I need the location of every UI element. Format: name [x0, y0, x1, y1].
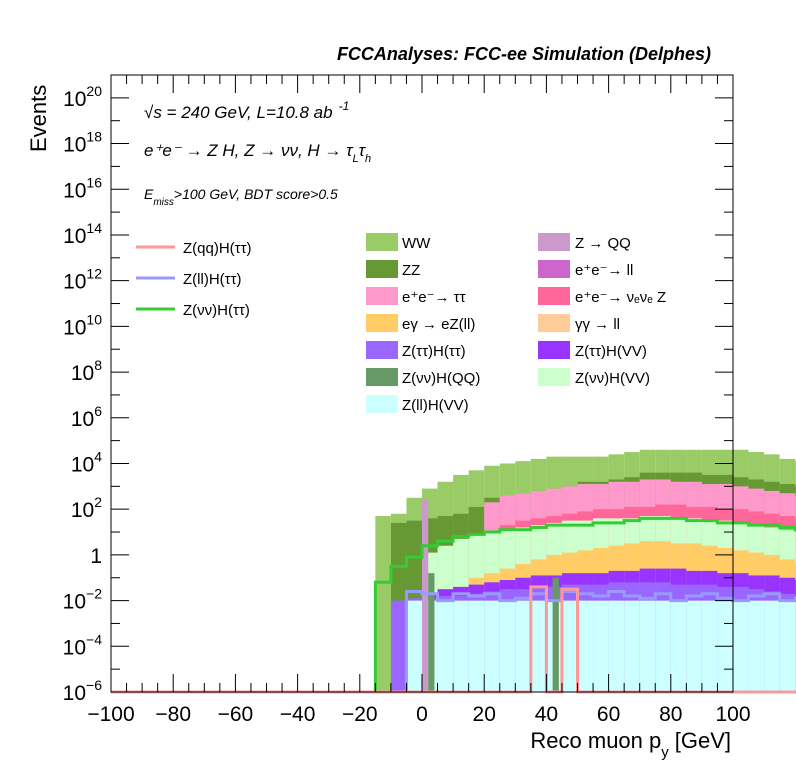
x-tick-label: −60 [218, 703, 254, 726]
x-tick-label: 60 [597, 703, 620, 726]
bar-Zll_HVV [624, 600, 640, 692]
bar-Ztautau_Htautau [390, 600, 407, 692]
bar-Zll_HVV [733, 600, 749, 692]
legend-swatch-Ztautau_HVV [538, 341, 570, 359]
legend-swatch-WW [366, 233, 398, 251]
bar-Zll_HVV [515, 600, 531, 692]
y-tick-label: 1018 [63, 129, 102, 157]
bar-WW [375, 516, 391, 692]
legend-label: WW [402, 235, 431, 252]
legend-label: Z(ll)H(ττ) [183, 271, 242, 288]
bar-Zll_HVV [484, 600, 500, 692]
x-tick-label: −80 [155, 703, 191, 726]
x-tick-label: 40 [535, 703, 558, 726]
x-axis-label: Reco muon py [GeV] [530, 728, 731, 761]
annotation-process: e⁺e⁻ → Z H, Z → νν, H → τLτh [144, 141, 371, 165]
legend-label: Z → QQ [575, 235, 631, 252]
bar-Zll_HVV [437, 600, 454, 692]
spike-Znunu_HQQ [552, 577, 559, 692]
legend-swatch-gg_ll [538, 314, 570, 332]
legend-label: Z(ττ)H(ττ) [402, 343, 466, 360]
legend-swatch-ee_tautau [366, 287, 398, 305]
legend-label: γγ → ll [575, 316, 620, 333]
y-tick-label: 1020 [63, 83, 102, 111]
legend-swatch-Zll_HVV [366, 395, 398, 413]
y-tick-label: 1016 [63, 174, 102, 202]
y-tick-label: 1012 [63, 266, 102, 294]
spike-Znunu_HQQ [428, 573, 435, 692]
legend-label: Z(νν)H(VV) [575, 370, 650, 387]
legend-label: Z(νν)H(ττ) [183, 302, 250, 319]
legend-label: ZZ [402, 262, 420, 279]
bar-Zll_HVV [593, 600, 609, 692]
y-tick-label: 106 [71, 403, 102, 431]
legend-swatch-ee_ll [538, 260, 570, 278]
legend-swatch-egamma_eZll [366, 314, 398, 332]
annotation-cuts: Emiss>100 GeV, BDT score>0.5 [144, 186, 338, 208]
legend-label: e⁺e⁻→ ll [575, 262, 633, 279]
y-tick-label: 1 [90, 545, 102, 568]
bar-Zll_HVV [561, 600, 578, 692]
y-tick-label: 108 [71, 357, 102, 385]
x-tick-label: −40 [280, 703, 316, 726]
legend-label: Z(ll)H(VV) [402, 397, 469, 414]
x-tick-labels: −100 −80 −60 −40 −20 0 20 40 60 80 100 [87, 703, 750, 726]
x-tick-label: −20 [342, 703, 378, 726]
legend-label: Z(ττ)H(VV) [575, 343, 647, 360]
legend-label: e⁺e⁻→ νₑνₑ Z [575, 289, 666, 306]
x-tick-label: 0 [416, 703, 428, 726]
legend-label: Z(qq)H(ττ) [183, 240, 252, 257]
legend-swatch-Znunu_HVV [538, 368, 570, 386]
y-tick-label: 1014 [63, 220, 102, 248]
legend-label: eγ → eZ(ll) [402, 316, 475, 333]
legend-swatch-ee_nunuZ [538, 287, 570, 305]
bar-Zll_HVV [406, 600, 422, 692]
bar-Zll_HVV [655, 600, 671, 692]
y-tick-label: 10−2 [63, 586, 103, 614]
bar-Zll_HVV [779, 600, 796, 692]
legend-swatch-Z_QQ [538, 233, 570, 251]
signal-line-sig_nunu [111, 516, 796, 694]
legend-label: Z(νν)H(QQ) [402, 370, 480, 387]
x-tick-label: 80 [659, 703, 682, 726]
bar-Zll_HVV [686, 600, 702, 692]
bar-Zll_HVV [764, 600, 780, 692]
legend-swatch-ZZ [366, 260, 398, 278]
x-tick-label: 20 [473, 703, 496, 726]
legend-swatch-Znunu_HQQ [366, 368, 398, 386]
y-tick-label: 10−6 [63, 677, 103, 705]
bar-Zll_HVV [530, 600, 547, 692]
bar-Zll_HVV [499, 600, 516, 692]
annotation-energy-lumi: √s = 240 GeV, L=10.8 ab -1 [144, 99, 349, 122]
x-tick-label: 100 [715, 703, 750, 726]
legend-label: e⁺e⁻→ ττ [402, 289, 466, 306]
y-tick-labels: 10−6 10−4 10−2 1 102 104 106 108 1010 1012 1014 101… [63, 83, 103, 705]
y-axis-label: Events [26, 85, 51, 152]
bar-Zll_HVV [577, 600, 594, 692]
spike-Z_QQ [422, 500, 429, 692]
legend: Z(qq)H(ττ) Z(ll)H(ττ) Z(νν)H(ττ) WW ZZ e⁺e⁻→ … [136, 233, 666, 414]
y-tick-label: 102 [71, 494, 102, 522]
bar-Zll_HVV [639, 600, 656, 692]
bar-Zll_HVV [670, 600, 687, 692]
bar-Zll_HVV [608, 600, 625, 692]
x-tick-label: −100 [87, 703, 134, 726]
bar-Zll_HVV [453, 600, 469, 692]
y-tick-label: 104 [71, 448, 102, 476]
chart-header: FCCAnalyses: FCC-ee Simulation (Delphes) [337, 44, 711, 64]
y-tick-label: 10−4 [63, 631, 103, 659]
y-tick-label: 1010 [63, 311, 102, 339]
axis-ticks [110, 74, 734, 693]
bar-Zll_HVV [748, 600, 765, 692]
legend-swatch-Ztautau_Htautau [366, 341, 398, 359]
bar-Zll_HVV [468, 600, 485, 692]
bar-Zll_HVV [701, 600, 718, 692]
